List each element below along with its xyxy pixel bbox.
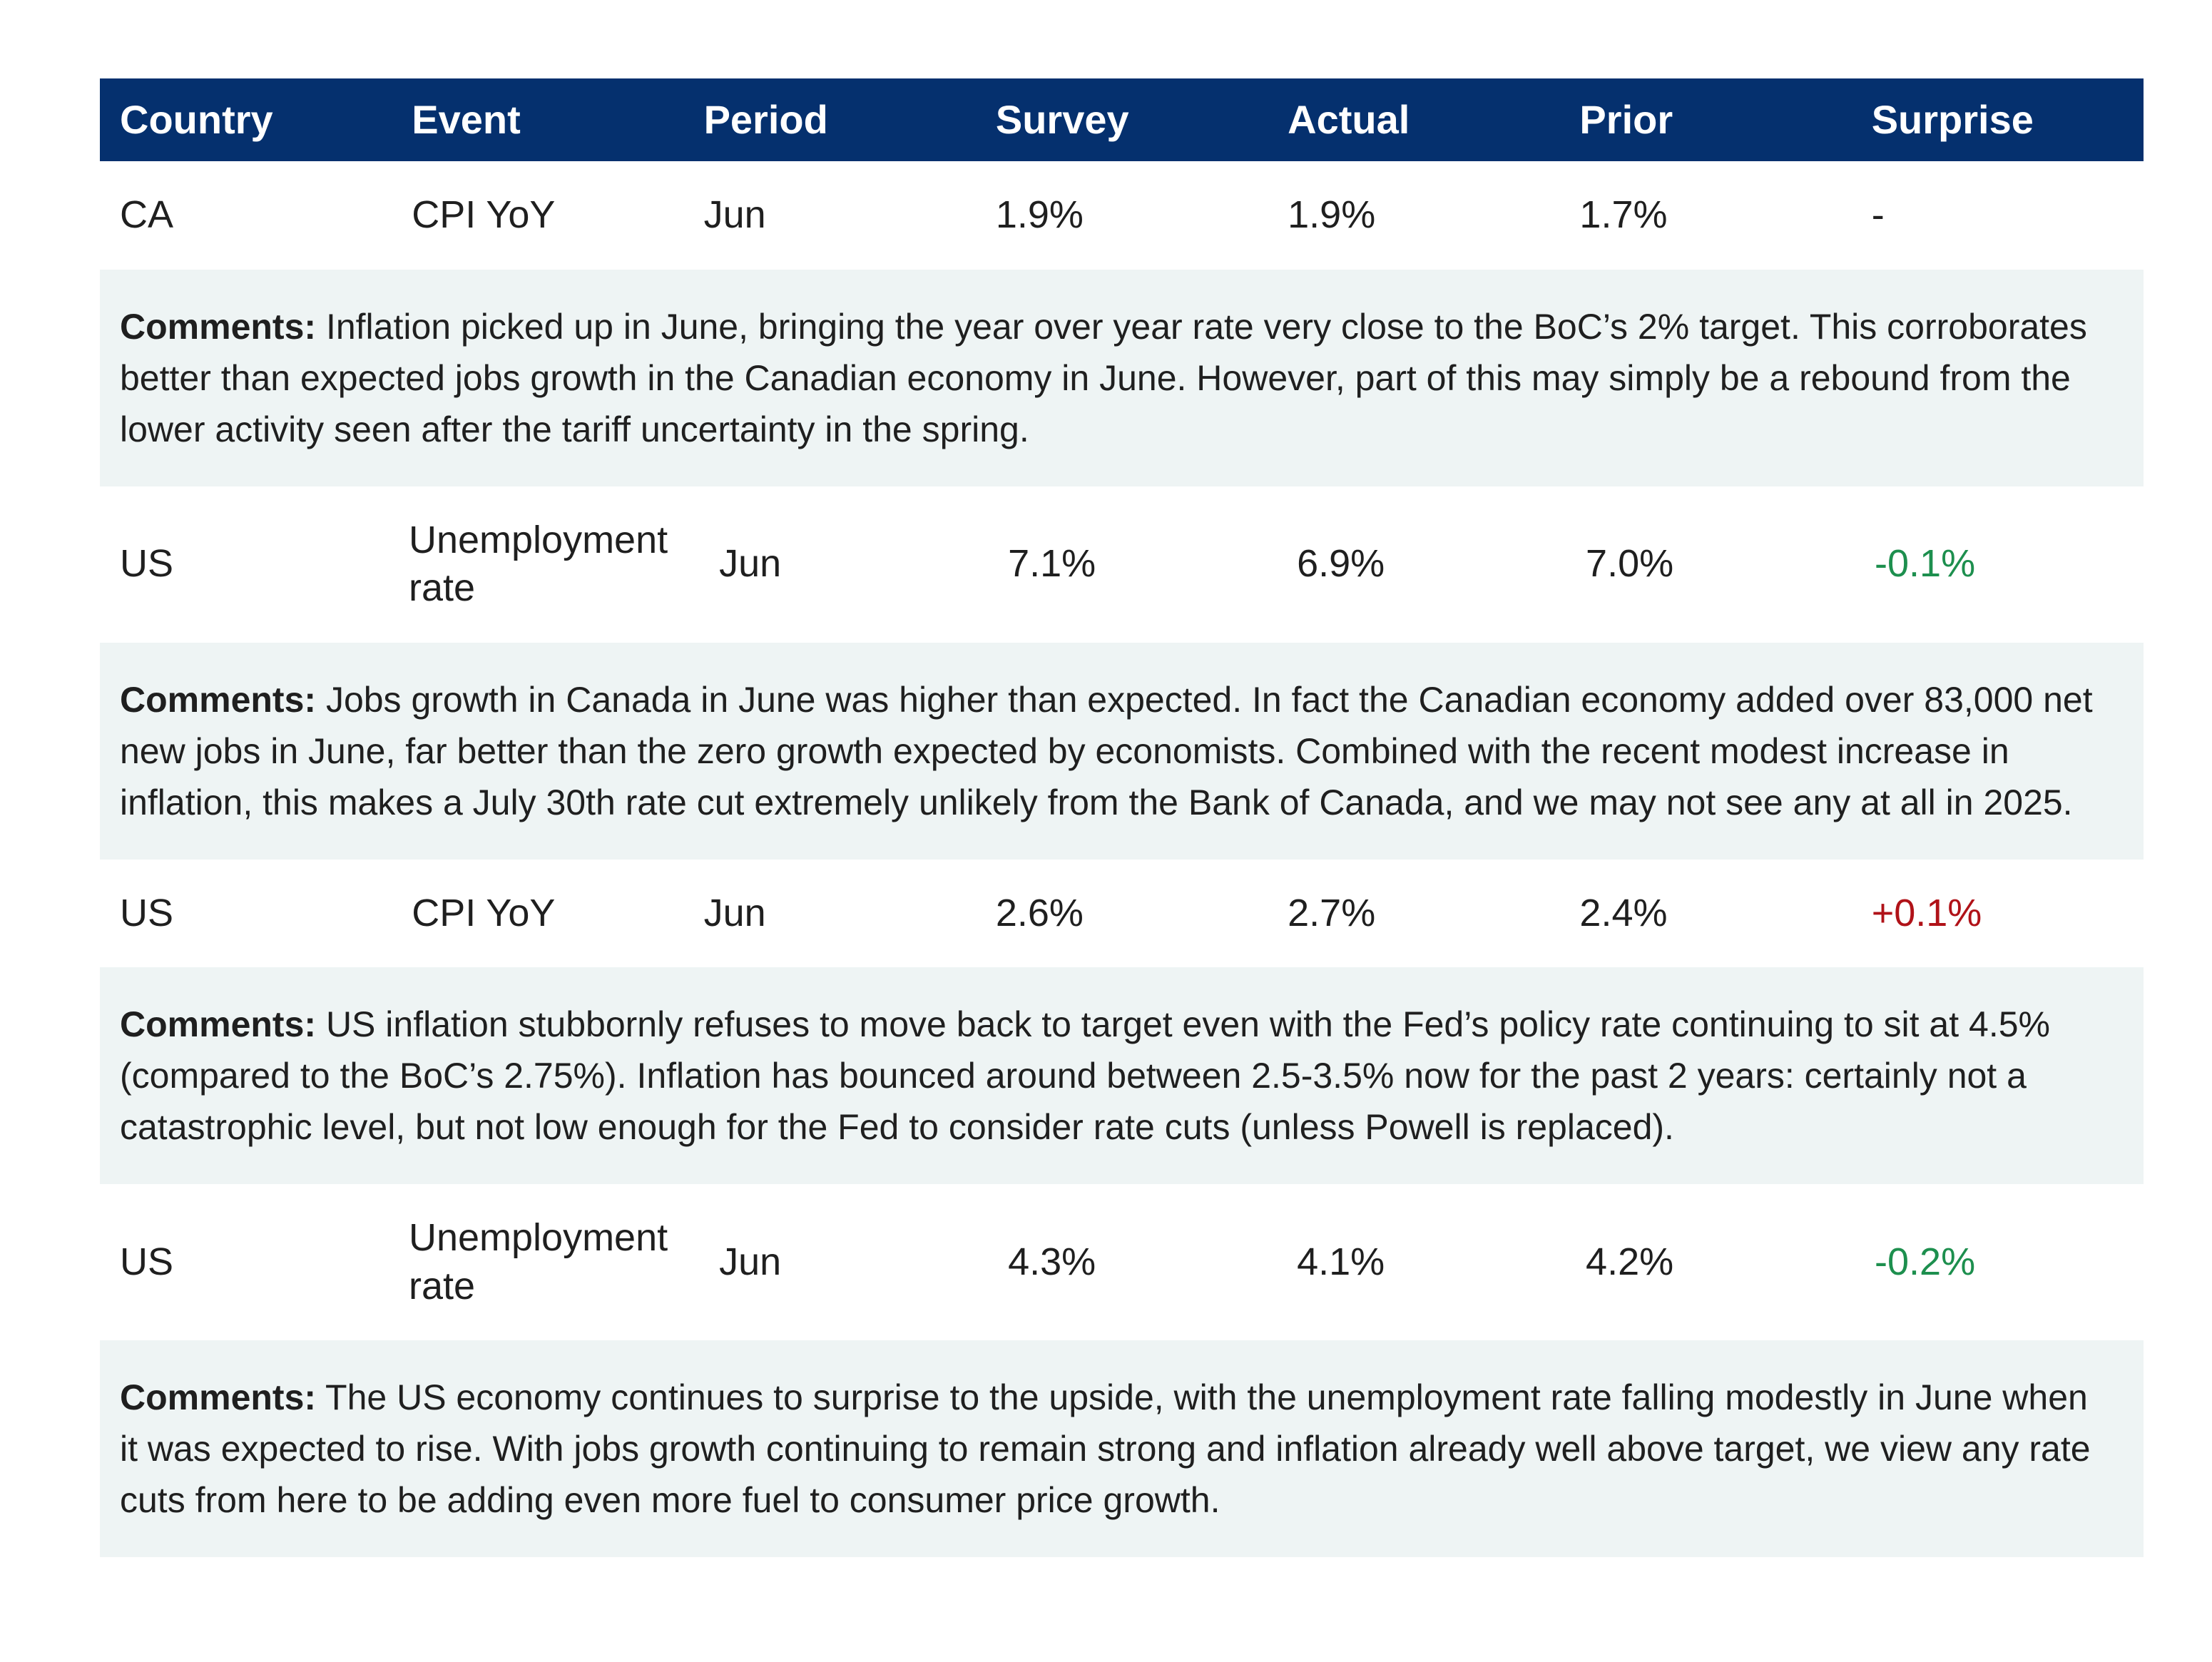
comment-block-unemployment-2: Comments: The US economy continues to su…	[100, 1340, 2144, 1557]
column-header-country: Country	[120, 97, 273, 142]
cell-event: CPI YoY	[412, 193, 556, 236]
comments-text: Inflation picked up in June, bringing th…	[120, 306, 2087, 449]
cell-prior: 2.4%	[1579, 891, 1668, 934]
cell-country: CA	[120, 193, 174, 236]
cell-event: CPI YoY	[412, 891, 556, 934]
cell-surprise: -0.2%	[1875, 1240, 1976, 1283]
cell-survey: 1.9%	[995, 193, 1084, 236]
cell-actual: 6.9%	[1297, 542, 1385, 586]
column-header-prior: Prior	[1579, 97, 1673, 142]
cell-survey: 4.3%	[1008, 1240, 1096, 1283]
column-header-period: Period	[703, 97, 828, 142]
cell-period: Jun	[703, 193, 766, 236]
column-header-event: Event	[412, 97, 521, 142]
comments-label: Comments:	[120, 679, 317, 720]
cell-period: Jun	[719, 542, 782, 586]
cell-surprise: -0.1%	[1875, 542, 1976, 586]
comments-text: Jobs growth in Canada in June was higher…	[120, 679, 2093, 822]
table-row-us-cpi: US CPI YoY Jun 2.6% 2.7% 2.4% +0.1%	[100, 859, 2144, 967]
cell-survey: 2.6%	[995, 891, 1084, 934]
cell-actual: 4.1%	[1297, 1240, 1385, 1283]
cell-country: US	[120, 1240, 174, 1283]
economic-data-table: Country Event Period Survey Actual Prior…	[100, 78, 2144, 1557]
comments-label: Comments:	[120, 1004, 317, 1044]
comments-label: Comments:	[120, 1377, 317, 1417]
column-header-actual: Actual	[1288, 97, 1410, 142]
table-row-ca-cpi: CA CPI YoY Jun 1.9% 1.9% 1.7% -	[100, 161, 2144, 270]
cell-actual: 2.7%	[1288, 891, 1376, 934]
comments-label: Comments:	[120, 306, 317, 347]
table-row-unemployment-2: US Unemployment rate Jun 4.3% 4.1% 4.2% …	[100, 1184, 2144, 1340]
comments-text: The US economy continues to surprise to …	[120, 1377, 2091, 1520]
table-row-unemployment-1: US Unemployment rate Jun 7.1% 6.9% 7.0% …	[100, 486, 2144, 643]
comment-block-ca-cpi: Comments: Inflation picked up in June, b…	[100, 269, 2144, 486]
comment-block-us-cpi: Comments: US inflation stubbornly refuse…	[100, 967, 2144, 1184]
cell-event: Unemployment rate	[408, 518, 668, 610]
column-header-survey: Survey	[995, 97, 1129, 142]
cell-actual: 1.9%	[1288, 193, 1376, 236]
cell-period: Jun	[703, 891, 766, 934]
cell-prior: 7.0%	[1586, 542, 1674, 586]
cell-prior: 4.2%	[1586, 1240, 1674, 1283]
table-header-row: Country Event Period Survey Actual Prior…	[100, 78, 2144, 161]
cell-surprise: +0.1%	[1871, 891, 1982, 934]
cell-survey: 7.1%	[1008, 542, 1096, 586]
cell-country: US	[120, 542, 174, 586]
cell-event: Unemployment rate	[408, 1216, 668, 1307]
comment-block-unemployment-1: Comments: Jobs growth in Canada in June …	[100, 642, 2144, 860]
column-header-surprise: Surprise	[1871, 97, 2034, 142]
cell-surprise: -	[1871, 193, 1885, 236]
cell-country: US	[120, 891, 174, 934]
comments-text: US inflation stubbornly refuses to move …	[120, 1004, 2050, 1147]
cell-period: Jun	[719, 1240, 782, 1283]
cell-prior: 1.7%	[1579, 193, 1668, 236]
